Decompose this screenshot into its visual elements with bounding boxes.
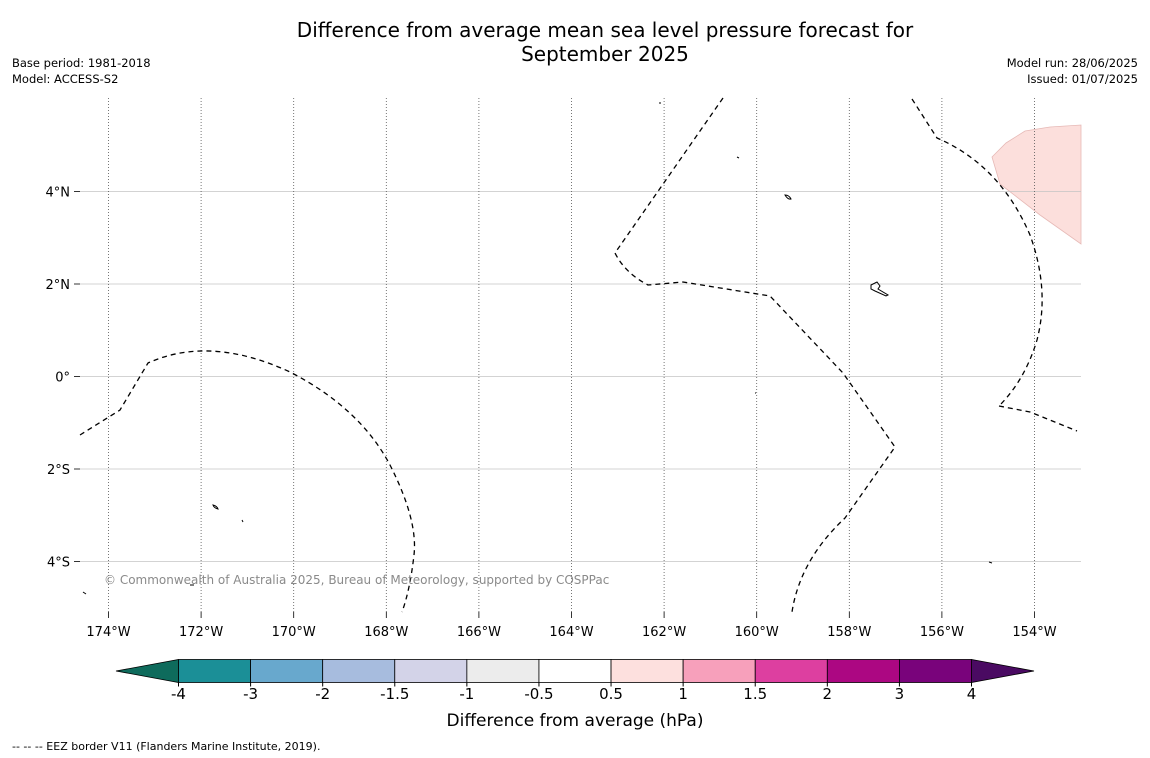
lat-label: 2°N <box>46 278 71 293</box>
issued-text: Issued: 01/07/2025 <box>1027 72 1138 86</box>
island-4 <box>870 281 890 297</box>
colorbar-segment <box>466 659 540 683</box>
eez-borders <box>79 97 1078 613</box>
lon-label: 158°W <box>827 625 871 640</box>
colorbar-tick-label: -2 <box>315 685 330 703</box>
colorbar-title: Difference from average (hPa) <box>447 711 704 731</box>
copyright-text: © Commonwealth of Australia 2025, Bureau… <box>104 573 609 587</box>
lat-label: 4°N <box>46 186 71 201</box>
lon-label: 154°W <box>1012 625 1056 640</box>
lat-label: 0° <box>55 371 70 386</box>
lon-label: 156°W <box>920 625 964 640</box>
colorbar-tick-label: 4 <box>967 685 977 703</box>
lon-label: 162°W <box>642 625 686 640</box>
longitude-gridlines <box>108 98 1035 618</box>
island-10 <box>82 591 87 595</box>
colorbar-tick-label: -3 <box>243 685 258 703</box>
colorbar-extend-low <box>115 659 179 683</box>
map-title: Difference from average mean sea level p… <box>230 18 980 66</box>
island-7 <box>241 519 244 523</box>
colorbar-segment <box>538 659 612 683</box>
colorbar-tick-label: 1.5 <box>743 685 767 703</box>
colorbar-tick-label: 3 <box>895 685 905 703</box>
island-2 <box>736 156 740 159</box>
map-title-line2: September 2025 <box>521 42 689 66</box>
colorbar-extend-high <box>971 659 1035 683</box>
colorbar-tick-label: -0.5 <box>524 685 553 703</box>
colorbar-segment <box>250 659 324 683</box>
colorbar-segment <box>826 659 900 683</box>
island-3 <box>784 194 792 200</box>
lat-label: 4°S <box>47 556 70 571</box>
lon-label: 160°W <box>735 625 779 640</box>
lon-label: 174°W <box>86 625 130 640</box>
colorbar-tick-label: 0.5 <box>599 685 623 703</box>
colorbar-segment <box>754 659 828 683</box>
island-6 <box>212 504 219 510</box>
eez-border-central <box>614 97 896 613</box>
islands <box>82 102 993 595</box>
model-text: Model: ACCESS-S2 <box>12 72 119 86</box>
lon-label: 168°W <box>364 625 408 640</box>
lon-label: 170°W <box>272 625 316 640</box>
eez-border-east-upper <box>911 98 1043 407</box>
colorbar-tick-label: 2 <box>823 685 833 703</box>
lat-label: 2°S <box>47 463 70 478</box>
colorbar-segment <box>682 659 756 683</box>
latitude-gridlines <box>74 191 1081 562</box>
island-9 <box>988 561 993 564</box>
colorbar-tick-label: -1 <box>459 685 474 703</box>
colorbar-tick-label: -4 <box>171 685 186 703</box>
colorbar-segment <box>322 659 396 683</box>
base-period-text: Base period: 1981-2018 <box>12 56 151 70</box>
colorbar-segment <box>394 659 468 683</box>
colorbar: -4 -3 -2 -1.5 -1 -0.5 0.5 1 1.5 2 3 4 Difference fro… <box>115 659 1035 731</box>
colorbar-segment <box>899 659 972 683</box>
model-run-text: Model run: 28/06/2025 <box>1006 56 1138 70</box>
longitude-labels: 174°W 172°W 170°W 168°W 166°W 164°W 162°W 160°W… <box>86 625 1056 640</box>
meta-left: Base period: 1981-2018 Model: ACCESS-S2 <box>12 55 151 87</box>
colorbar-segment <box>610 659 684 683</box>
colorbar-segment <box>178 659 251 683</box>
positive-anomaly-region <box>991 124 1082 245</box>
map-title-line1: Difference from average mean sea level p… <box>296 18 914 42</box>
eez-border-east-lower <box>998 405 1078 432</box>
eez-footnote: -- -- -- EEZ border V11 (Flanders Marine… <box>12 740 321 753</box>
eez-border-west <box>79 350 416 613</box>
meta-right: Model run: 28/06/2025 Issued: 01/07/2025 <box>1007 55 1138 87</box>
lon-label: 172°W <box>179 625 223 640</box>
latitude-labels: 4°N 2°N 0° 2°S 4°S <box>46 186 71 571</box>
lon-label: 166°W <box>457 625 501 640</box>
colorbar-tick-label: -1.5 <box>380 685 409 703</box>
lon-label: 164°W <box>549 625 593 640</box>
colorbar-tick-label: 1 <box>678 685 688 703</box>
